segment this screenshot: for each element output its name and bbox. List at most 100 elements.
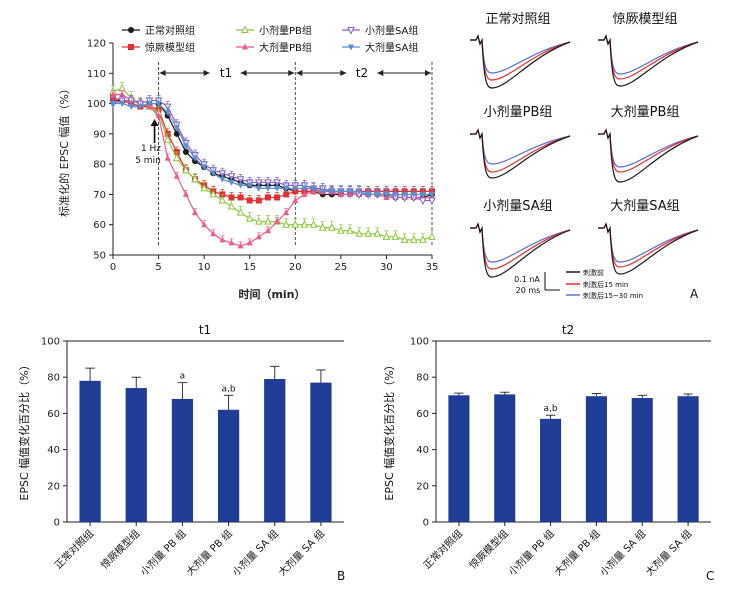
- data-point-sa_large: [429, 191, 435, 198]
- data-point-sa_large: [383, 191, 390, 198]
- data-point-pb_small: [391, 232, 400, 240]
- legend-label-pb_small: 小剂量PB组: [259, 24, 312, 37]
- t2-y-tick-label: 20: [416, 481, 429, 492]
- data-point-model: [264, 194, 271, 201]
- trace-pre: [598, 34, 699, 87]
- data-point-pb_large: [274, 218, 281, 225]
- y-tick-label: 110: [87, 69, 106, 80]
- data-point-pb_small: [182, 165, 190, 174]
- t2-arrow-right-head-right: [425, 70, 431, 76]
- data-point-pb_small: [227, 201, 236, 210]
- t1-category-label: 惊厥模型组: [98, 527, 143, 572]
- data-point-pb_large: [237, 242, 244, 249]
- t2-y-tick-label: 100: [410, 337, 429, 348]
- legend-marker-model: [128, 44, 134, 50]
- t1-label: t1: [220, 66, 232, 80]
- bar-chart-t2-y-label: EPSC 幅值变化百分比（%）: [382, 359, 396, 500]
- t2-category-label: 正常对照组: [420, 527, 465, 572]
- data-point-pb_small: [346, 226, 354, 234]
- data-point-pb_large: [255, 233, 262, 240]
- data-point-pb_large: [228, 239, 235, 246]
- data-point-pb_small: [309, 220, 318, 228]
- line-chart: 50 60 70 80 90 100 110 120 0 5 10 15 20 25 30 35 正常对照组惊…: [57, 24, 438, 301]
- trace-cell-1: [470, 34, 571, 89]
- t2-y-tick-label: 60: [416, 409, 429, 420]
- data-point-sa_large: [292, 185, 299, 192]
- legend-marker-sa_large: [348, 44, 354, 51]
- bar-chart-t1: t1 EPSC 幅值变化百分比（%） B 0 20 40 60 80 100 正常对照组 惊厥…: [17, 323, 345, 583]
- data-point-pb_small: [364, 229, 373, 237]
- t1-y-tick-label: 0: [54, 518, 60, 529]
- y-tick-label: 90: [93, 129, 106, 140]
- t1-bar: [217, 409, 240, 522]
- y-tick-label: 80: [93, 160, 106, 171]
- data-point-sa_large: [319, 188, 326, 195]
- panel-letter-c: C: [706, 569, 714, 583]
- data-point-sa_large: [392, 191, 399, 198]
- t1-bar: [171, 398, 194, 522]
- data-point-sa_large: [246, 182, 253, 189]
- data-point-sa_large: [192, 155, 199, 162]
- data-point-sa_large: [356, 188, 363, 195]
- data-point-sa_large: [255, 185, 262, 192]
- t2-category-label: 小剂量 SA 组: [597, 527, 648, 578]
- trace-pre: [470, 128, 571, 179]
- data-point-model: [246, 197, 253, 204]
- data-point-sa_large: [328, 188, 335, 195]
- t1-category-label: 小剂量 PB 组: [137, 527, 188, 578]
- data-point-pb_large: [164, 154, 171, 161]
- data-point-sa_large: [283, 185, 290, 192]
- x-tick-label: 35: [426, 262, 439, 273]
- x-tick-label: 20: [289, 262, 302, 273]
- data-point-pb_small: [373, 229, 382, 237]
- line-chart-axes: 50 60 70 80 90 100 110 120 0 5 10 15 20 25 30 35: [87, 39, 438, 274]
- data-point-sa_large: [337, 188, 344, 195]
- data-point-pb_small: [300, 220, 309, 228]
- data-point-sa_large: [237, 182, 244, 189]
- legend-label-model: 惊厥模型组: [145, 41, 195, 54]
- t2-bar: [677, 396, 699, 522]
- data-point-pb_small: [236, 207, 245, 216]
- x-tick-label: 0: [110, 262, 116, 273]
- data-point-model: [255, 197, 262, 204]
- t1-bar: [310, 382, 332, 522]
- trace-legend-15: 刺激后15 min: [583, 280, 628, 289]
- line-chart-series: [109, 82, 436, 249]
- y-tick-label: 100: [87, 99, 106, 110]
- data-point-pb_small: [318, 223, 327, 231]
- t1-arrow-right-head-right: [288, 70, 295, 76]
- t2-sig-label: a,b: [544, 404, 558, 414]
- data-point-pb_small: [419, 235, 427, 243]
- data-point-pb_small: [255, 217, 263, 225]
- data-point-sa_large: [110, 101, 116, 108]
- x-tick-label: 10: [198, 262, 211, 273]
- data-point-sa_large: [201, 164, 208, 171]
- scale-bar: 0.1 nA 20 ms: [514, 272, 560, 295]
- data-point-model: [274, 194, 281, 201]
- data-point-pb_small: [191, 174, 199, 183]
- t2-y-tick-label: 0: [423, 518, 429, 529]
- data-point-sa_large: [146, 101, 153, 108]
- line-chart-y-label: 标准化的 EPSC 幅值（%）: [57, 83, 71, 217]
- stim-duration-label: 5 min: [135, 156, 161, 166]
- trace-title-pb-large: 大剂量PB组: [611, 105, 680, 120]
- bar-chart-t1-title: t1: [199, 323, 211, 337]
- legend-label-pb_large: 大剂量PB组: [259, 41, 312, 54]
- data-point-sa_large: [419, 191, 426, 198]
- t2-arrow-left-head-left: [296, 70, 303, 76]
- data-point-sa_large: [173, 125, 180, 132]
- trace-title-pb-small: 小剂量PB组: [484, 105, 553, 120]
- data-point-pb_small: [209, 189, 218, 198]
- x-tick-label: 25: [334, 262, 347, 273]
- data-point-pb_small: [291, 220, 300, 228]
- t1-bar: [79, 380, 101, 522]
- data-point-sa_large: [210, 170, 217, 177]
- data-point-pb_small: [382, 232, 391, 240]
- data-point-sa_large: [274, 185, 281, 192]
- data-point-sa_large: [374, 191, 381, 198]
- data-point-pb_large: [264, 227, 271, 234]
- y-tick-label: 70: [93, 190, 106, 201]
- data-point-pb_small: [282, 220, 290, 228]
- trace-cell-4: [598, 128, 699, 183]
- t1-bar: [125, 388, 147, 522]
